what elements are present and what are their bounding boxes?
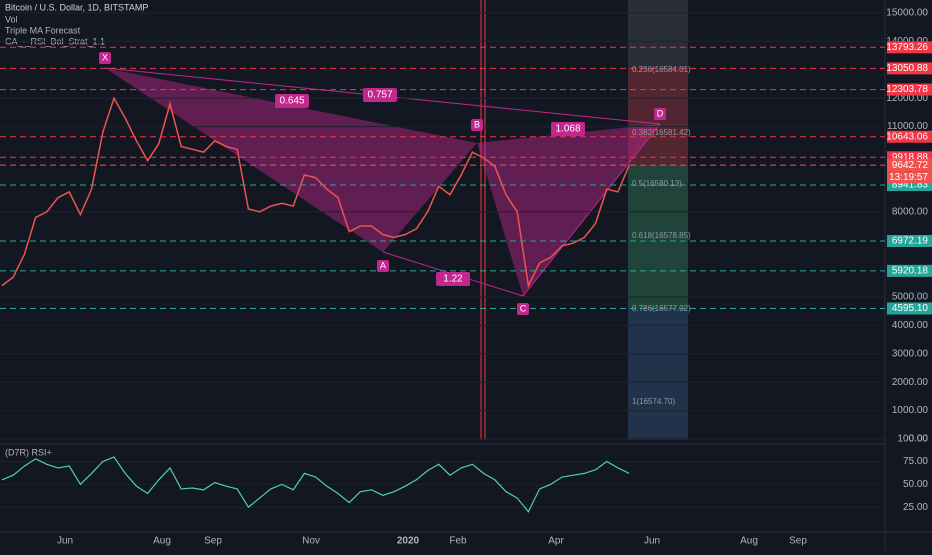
symbol-title: Bitcoin / U.S. Dollar, 1D, BITSTAMP	[5, 2, 148, 12]
y-tick-label: 3000.00	[892, 348, 929, 359]
price-tag-label: 9918.88	[892, 152, 929, 163]
pattern-point	[377, 260, 389, 272]
rsi-title: (D7R) RSI+	[5, 447, 52, 457]
y-tick-label: 5000.00	[892, 292, 929, 303]
y-tick-label: 12000.00	[886, 93, 928, 104]
rsi-line	[1, 456, 630, 513]
fib-label: 0.382(16581.42)	[632, 128, 691, 137]
price-tag-label: 13050.88	[886, 63, 928, 74]
indicator-label: Triple MA Forecast	[5, 25, 81, 35]
pattern-point	[654, 108, 666, 120]
pattern-point-label: D	[657, 108, 664, 118]
date-label: Apr	[548, 536, 564, 547]
pattern-point-label: C	[520, 303, 527, 313]
fib-label: 0.786(16577.02)	[632, 304, 691, 313]
countdown: 13:19:57	[889, 172, 928, 183]
y-tick-label: 1000.00	[892, 405, 929, 416]
pattern-xab	[105, 68, 477, 252]
price-tag-label: 10643.06	[886, 131, 928, 142]
rsi-tick-label: 25.00	[903, 502, 928, 513]
date-label: Nov	[302, 536, 320, 547]
price-tag	[887, 159, 932, 172]
y-tick-label: 8000.00	[892, 206, 929, 217]
indicator-label: Vol	[5, 14, 18, 24]
target-zone-2	[628, 309, 688, 440]
fib-label: 1(16574.70)	[632, 397, 675, 406]
pattern-point-label: A	[380, 260, 386, 270]
price-line	[1, 96, 630, 289]
date-label: 2020	[397, 536, 420, 547]
y-tick-label: 11000.00	[887, 121, 928, 132]
date-label: Jun	[644, 536, 660, 547]
ratio-label: 1.068	[555, 124, 580, 135]
date-label: Feb	[449, 536, 467, 547]
date-label: Aug	[153, 536, 171, 547]
rsi-tick-label: 50.00	[903, 479, 928, 490]
ratio-box	[363, 88, 397, 102]
countdown-tag	[887, 171, 932, 184]
price-tag-label: 5920.18	[892, 266, 929, 277]
price-tag	[887, 41, 932, 54]
y-tick-label: 2000.00	[892, 377, 929, 388]
target-zone	[628, 165, 688, 309]
pattern-point-label: X	[102, 52, 108, 62]
price-tag-label: 6972.19	[892, 236, 929, 247]
price-tag	[887, 83, 932, 96]
price-tag	[887, 264, 932, 277]
pattern-point-label: B	[474, 119, 480, 129]
price-tag-label: 4595.10	[892, 303, 929, 314]
price-tag	[887, 234, 932, 247]
y-tick-label: 0.00	[909, 434, 929, 445]
pattern-point	[471, 119, 483, 131]
y-tick-label: 15000.00	[886, 8, 928, 19]
ratio-box	[436, 272, 470, 286]
date-label: Sep	[204, 536, 222, 547]
date-label: Aug	[740, 536, 758, 547]
price-tag-label: 9642.72	[892, 160, 929, 171]
price-tag-label: 8941.83	[892, 180, 929, 191]
ratio-label: 0.757	[367, 90, 392, 101]
fib-label: 0.618(16578.85)	[632, 231, 691, 240]
fib-label: 0.236(16584.01)	[632, 65, 691, 74]
price-tag-label: 13793.26	[886, 42, 928, 53]
price-tag	[887, 302, 932, 315]
y-tick-label: 4000.00	[892, 320, 929, 331]
ratio-box	[275, 94, 309, 108]
price-tag	[887, 62, 932, 75]
pattern-point	[517, 303, 529, 315]
price-tag	[887, 130, 932, 143]
price-tag-label: 12303.78	[886, 84, 928, 95]
date-label: Sep	[789, 536, 807, 547]
ratio-box	[551, 122, 585, 136]
ratio-label: 1.22	[443, 274, 463, 285]
pattern-point	[99, 52, 111, 64]
rsi-tick-label: 75.00	[903, 456, 928, 467]
fib-label: 0.5(16580.13)	[632, 179, 682, 188]
date-label: Jun	[57, 536, 73, 547]
rsi-tick-label: 100.00	[897, 433, 928, 444]
ratio-label: 0.645	[279, 96, 304, 107]
